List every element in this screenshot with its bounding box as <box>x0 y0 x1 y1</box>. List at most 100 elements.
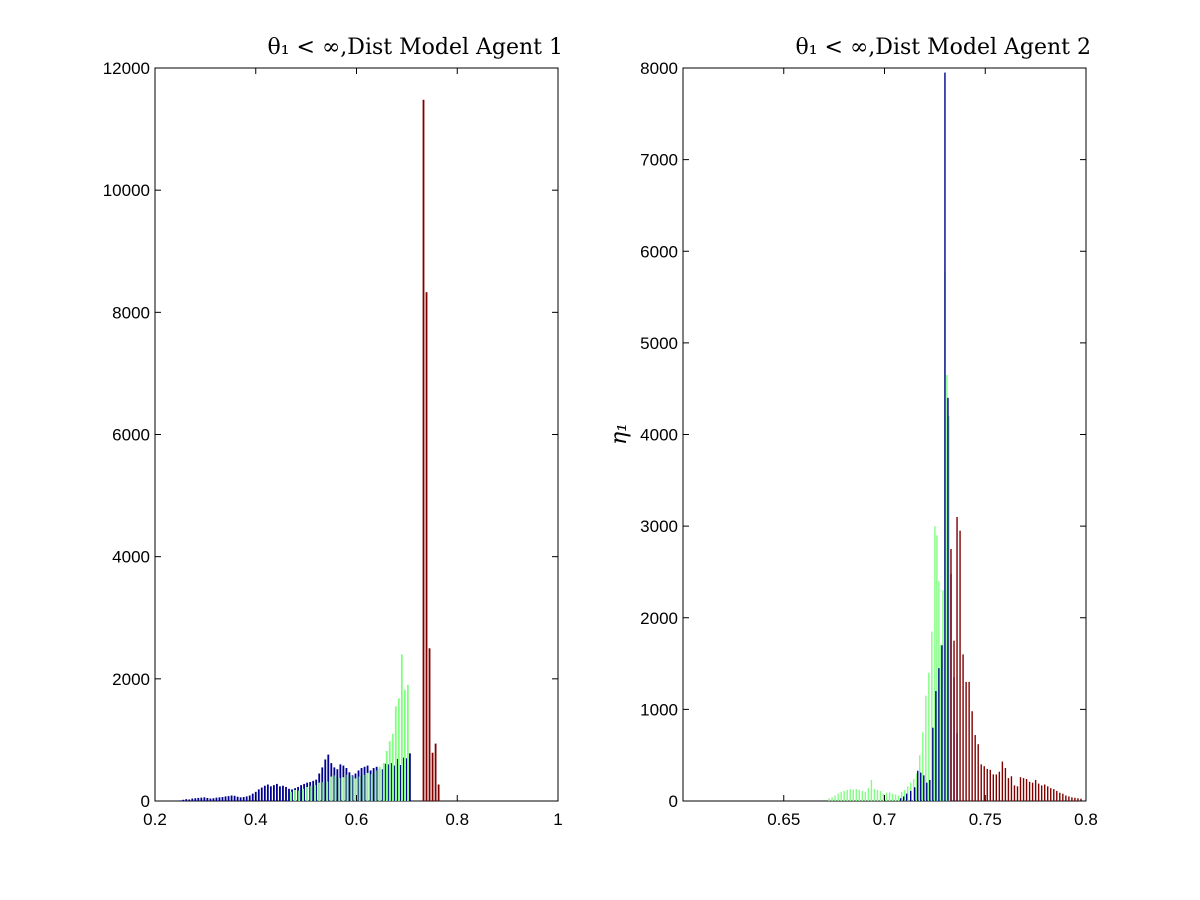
chart-bar <box>1004 768 1007 801</box>
x-tick-label: 0.8 <box>445 810 469 829</box>
chart-bar <box>998 771 1001 801</box>
chart-bar <box>206 797 209 801</box>
chart-bar <box>920 772 922 801</box>
chart-bar <box>194 798 197 801</box>
chart-bar <box>1016 786 1019 801</box>
chart-left-bars <box>179 99 440 801</box>
chart-bar <box>1001 761 1004 801</box>
y-tick-label: 6000 <box>640 242 678 261</box>
chart-bar <box>977 744 979 801</box>
chart-bar <box>318 782 321 801</box>
chart-bar <box>310 785 313 801</box>
chart-bar <box>1065 795 1067 801</box>
chart-bar <box>932 727 934 801</box>
chart-bar <box>215 797 218 801</box>
chart-bar <box>885 792 888 801</box>
chart-bar <box>272 785 275 801</box>
chart-bar <box>931 631 933 801</box>
chart-bar <box>266 784 269 801</box>
chart-bar <box>873 789 876 801</box>
chart-bar <box>391 733 394 801</box>
chart-bar <box>1047 786 1049 801</box>
chart-bar <box>876 790 879 801</box>
chart-bar <box>1010 776 1013 801</box>
chart-bar <box>437 784 440 801</box>
chart-bar <box>314 785 317 801</box>
chart-bar <box>315 779 318 801</box>
chart-bar <box>382 763 385 801</box>
chart-bar <box>303 783 306 801</box>
y-tick-label: 5000 <box>640 334 678 353</box>
chart-bar <box>1028 781 1031 801</box>
chart-bar <box>995 774 998 801</box>
chart-bar <box>209 798 212 801</box>
chart-bar <box>944 72 946 801</box>
chart-bar <box>992 774 995 801</box>
chart-bar <box>864 791 867 801</box>
chart-bar <box>909 790 912 801</box>
chart-bar <box>312 780 315 801</box>
x-tick-label: 1 <box>553 810 562 829</box>
y-tick-label: 2000 <box>112 670 150 689</box>
chart-bar <box>370 774 373 801</box>
chart-bar <box>288 788 290 801</box>
chart-bar <box>197 797 200 801</box>
chart-bar <box>923 775 925 801</box>
chart-bar <box>279 786 281 801</box>
chart-bar <box>941 645 943 801</box>
chart-bar <box>1068 796 1070 801</box>
y-tick-label: 4000 <box>112 548 150 567</box>
chart-bar <box>870 779 873 801</box>
chart-bar <box>900 791 903 801</box>
chart-bar <box>1059 792 1061 801</box>
chart-right-axes-box <box>682 67 1087 802</box>
chart-bar <box>916 773 918 801</box>
chart-bar <box>248 795 251 801</box>
chart-bar <box>903 790 906 801</box>
chart-bar <box>221 797 224 801</box>
chart-bar <box>400 654 403 801</box>
chart-bar <box>387 764 390 801</box>
chart-bar <box>1053 789 1055 801</box>
chart-bar <box>929 779 931 801</box>
chart-bar <box>919 755 921 801</box>
chart-bar <box>1071 797 1073 801</box>
chart-bar <box>1037 783 1040 801</box>
chart-bar <box>986 768 988 801</box>
chart-bar <box>409 753 411 801</box>
y-tick-label: 1000 <box>640 700 678 719</box>
chart-bar <box>831 797 833 801</box>
chart-bar <box>1019 777 1022 801</box>
chart-bar <box>867 788 870 801</box>
chart-bar <box>855 789 857 801</box>
chart-bar <box>393 765 396 801</box>
y-tick-label: 8000 <box>112 303 150 322</box>
chart-bar <box>327 754 330 801</box>
chart-bar <box>899 798 902 801</box>
chart-bar <box>980 764 982 801</box>
chart-bar <box>291 789 293 801</box>
chart-bar <box>338 777 341 801</box>
chart-bar <box>384 763 387 801</box>
y-tick-label: 2000 <box>640 609 678 628</box>
chart-bar <box>385 750 388 801</box>
chart-bar <box>245 796 248 801</box>
chart-bar <box>324 759 327 801</box>
chart-bar <box>962 654 964 801</box>
chart-left-axes-box <box>154 67 559 802</box>
y-tick-label: 4000 <box>640 426 678 445</box>
chart-bar <box>182 799 185 801</box>
chart-bar <box>840 791 842 801</box>
chart-bar <box>230 795 233 801</box>
chart-bar <box>935 691 937 801</box>
chart-bar <box>227 796 230 801</box>
chart-bar <box>947 397 949 801</box>
chart-bar <box>1074 797 1076 801</box>
chart-bar <box>339 764 342 801</box>
chart-bar <box>375 766 378 801</box>
chart-bar <box>925 695 927 801</box>
chart-bar <box>191 798 194 801</box>
chart-right-ticks: 0.65 0.7 0.75 0.8 0 1000 2000 3000 4000 5000 6000 7… <box>640 59 1098 829</box>
chart-bar <box>989 769 991 801</box>
